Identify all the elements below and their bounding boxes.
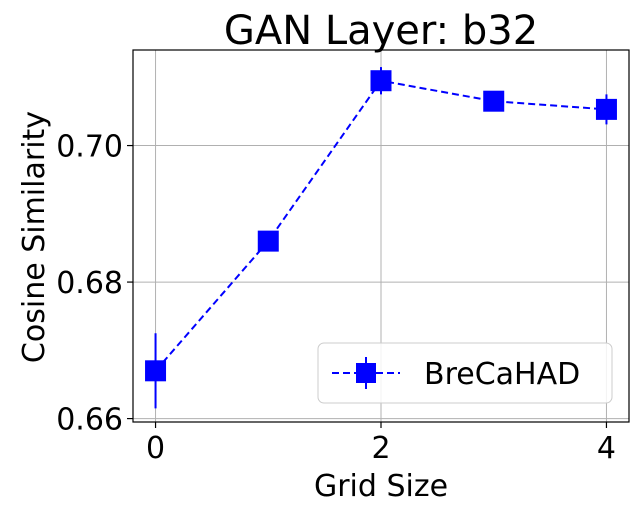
legend-box bbox=[317, 342, 613, 404]
y-axis-label: Cosine Similarity bbox=[17, 111, 52, 363]
x-tick-label: 2 bbox=[371, 431, 390, 466]
y-tick-label: 0.68 bbox=[56, 266, 123, 301]
series-layer bbox=[145, 67, 617, 409]
data-point bbox=[145, 360, 167, 382]
data-point bbox=[595, 98, 617, 120]
legend-marker bbox=[356, 363, 376, 383]
data-point bbox=[257, 230, 279, 252]
data-point bbox=[483, 90, 505, 112]
x-axis-label: Grid Size bbox=[314, 469, 448, 504]
legend: BreCaHAD bbox=[317, 342, 613, 404]
y-tick-label: 0.66 bbox=[56, 403, 123, 438]
axes-layer: 0 2 4 0.66 0.68 0.70 bbox=[56, 49, 630, 466]
x-tick-label: 4 bbox=[597, 431, 616, 466]
chart-title: GAN Layer: b32 bbox=[224, 8, 538, 54]
labels-layer: GAN Layer: b32 Grid Size Cosine Similari… bbox=[17, 8, 538, 504]
y-tick-label: 0.70 bbox=[56, 130, 123, 165]
x-tick-label: 0 bbox=[146, 431, 165, 466]
data-point bbox=[370, 70, 392, 92]
legend-label: BreCaHAD bbox=[424, 357, 580, 392]
